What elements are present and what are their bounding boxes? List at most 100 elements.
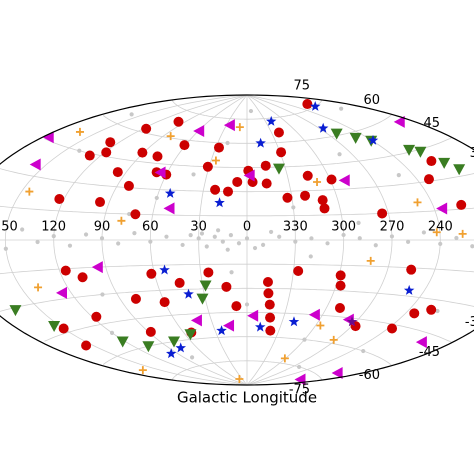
x-tick-label: 330	[283, 220, 308, 235]
point	[396, 173, 401, 178]
point	[166, 348, 177, 359]
point	[58, 323, 69, 334]
point	[406, 264, 417, 275]
point	[413, 198, 422, 207]
point	[231, 301, 242, 312]
point	[91, 261, 103, 274]
point	[337, 152, 342, 157]
point	[9, 305, 22, 317]
point	[331, 367, 343, 380]
point	[338, 174, 350, 187]
point	[260, 160, 271, 171]
point	[35, 239, 40, 245]
point	[317, 195, 328, 206]
point	[188, 232, 193, 238]
point	[81, 340, 92, 351]
point	[255, 137, 266, 148]
point	[179, 140, 190, 151]
point	[339, 106, 344, 111]
point	[225, 140, 230, 146]
point	[146, 268, 157, 279]
point	[145, 326, 156, 337]
point	[367, 134, 379, 145]
grid-line	[171, 99, 323, 120]
point	[414, 146, 427, 158]
point	[319, 203, 330, 214]
point	[127, 211, 132, 217]
point	[356, 220, 361, 225]
point	[248, 108, 254, 114]
point	[168, 336, 181, 348]
point	[91, 311, 102, 322]
point	[190, 314, 202, 327]
point	[269, 229, 274, 235]
point	[212, 234, 217, 239]
grid-line	[0, 205, 474, 217]
point	[273, 127, 284, 138]
point	[60, 265, 71, 276]
point	[310, 101, 321, 111]
point	[302, 99, 313, 110]
point	[191, 172, 196, 177]
point	[163, 202, 175, 215]
x-tick-label: 300	[331, 220, 356, 235]
point	[129, 112, 134, 117]
point	[393, 115, 405, 128]
point	[67, 243, 73, 248]
point	[357, 236, 362, 241]
point	[211, 156, 220, 165]
point	[438, 157, 451, 169]
point	[220, 239, 225, 244]
grid-line	[102, 336, 393, 366]
point	[405, 239, 411, 244]
point	[105, 137, 116, 148]
point	[335, 280, 346, 291]
point	[77, 148, 82, 153]
point	[174, 277, 185, 288]
point	[137, 147, 148, 158]
point	[335, 270, 346, 281]
point	[141, 123, 152, 134]
y-tick-label: -30	[465, 315, 474, 330]
point	[34, 283, 43, 292]
x-tick-label: 0	[243, 220, 251, 235]
point	[3, 246, 8, 251]
point	[373, 243, 378, 248]
x-tick-label: 90	[94, 220, 111, 235]
point	[260, 242, 266, 247]
y-tick-label: -45	[419, 345, 440, 360]
point	[415, 336, 427, 349]
y-tick-label: 60	[363, 93, 380, 108]
point	[123, 180, 134, 191]
point	[326, 174, 337, 185]
y-tick-label: 45	[424, 116, 441, 131]
grid-line	[102, 114, 393, 144]
point	[193, 124, 205, 137]
point	[29, 158, 41, 171]
point	[346, 316, 358, 327]
point	[164, 234, 169, 239]
point	[152, 151, 163, 162]
point	[77, 272, 88, 283]
point	[189, 355, 195, 360]
point	[341, 232, 346, 238]
y-tick-label: -75	[289, 383, 310, 398]
point	[318, 122, 329, 133]
point	[236, 241, 242, 246]
point	[154, 195, 159, 201]
point	[313, 177, 322, 186]
point	[130, 293, 141, 304]
point	[426, 156, 437, 167]
point	[84, 150, 95, 161]
point	[244, 302, 250, 307]
point	[361, 348, 366, 354]
point	[432, 228, 441, 237]
point	[308, 254, 313, 259]
point	[216, 325, 227, 336]
point	[244, 236, 250, 241]
point	[184, 329, 197, 341]
y-tick-label: 75	[294, 78, 311, 93]
point	[142, 341, 155, 353]
point	[183, 288, 194, 299]
point	[214, 197, 225, 208]
